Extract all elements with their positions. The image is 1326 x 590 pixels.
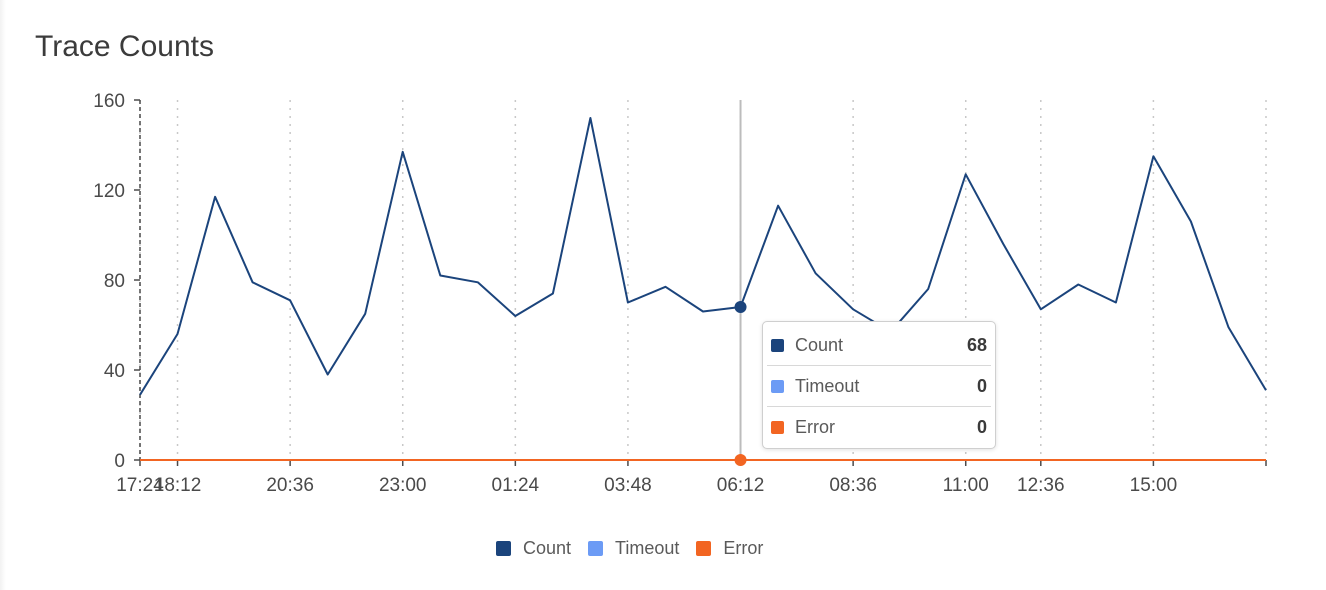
tooltip-row-timeout: Timeout 0: [767, 366, 991, 407]
tooltip-label: Timeout: [795, 375, 860, 396]
highlight-point-error: [734, 454, 747, 466]
x-tick-label: 17:24: [116, 475, 164, 496]
x-tick-label: 01:24: [492, 475, 540, 496]
y-tick-label: 0: [114, 451, 125, 472]
legend-item-count[interactable]: Count: [496, 538, 571, 559]
legend-item-timeout[interactable]: Timeout: [588, 538, 679, 559]
tooltip-row-count: Count 68: [767, 325, 991, 366]
x-tick-label: 08:36: [829, 475, 877, 496]
y-tick-label: 160: [93, 91, 125, 112]
timeout-legend-swatch-icon: [588, 541, 604, 556]
x-tick-label: 03:48: [604, 475, 652, 496]
highlight-point-count: [734, 301, 747, 313]
tooltip-value: 68: [966, 334, 987, 355]
legend-item-error[interactable]: Error: [696, 538, 763, 559]
x-tick-label: 06:12: [717, 475, 765, 496]
tooltip-label: Count: [795, 334, 844, 355]
panel-title: Trace Counts: [35, 30, 214, 63]
legend-label: Error: [723, 538, 764, 558]
x-tick-label: 12:36: [1017, 475, 1065, 496]
error-swatch-icon: [771, 420, 784, 434]
chart-tooltip: Count 68 Timeout 0 Error 0: [762, 321, 996, 449]
tooltip-row-error: Error 0: [767, 407, 991, 447]
tooltip-label: Error: [795, 416, 835, 437]
x-tick-label: 20:36: [266, 475, 314, 496]
y-tick-label: 40: [104, 361, 125, 382]
series-line-count: [139, 117, 1267, 396]
x-tick-label: 11:00: [943, 475, 989, 496]
legend-label: Count: [523, 538, 572, 558]
y-tick-label: 120: [93, 181, 125, 202]
x-tick-label: 23:00: [379, 475, 427, 496]
legend-label: Timeout: [615, 538, 680, 558]
count-legend-swatch-icon: [496, 541, 511, 556]
x-tick-label: 15:00: [1130, 475, 1178, 496]
tooltip-value: 0: [976, 416, 987, 437]
chart-legend: Count Timeout Error: [496, 538, 763, 559]
tooltip-value: 0: [976, 375, 987, 396]
panel-edge-shade: [0, 0, 6, 590]
timeout-swatch-icon: [771, 379, 784, 393]
count-swatch-icon: [771, 338, 784, 352]
x-tick-label: 18:12: [154, 475, 202, 496]
y-tick-label: 80: [104, 271, 125, 292]
error-legend-swatch-icon: [696, 541, 712, 556]
